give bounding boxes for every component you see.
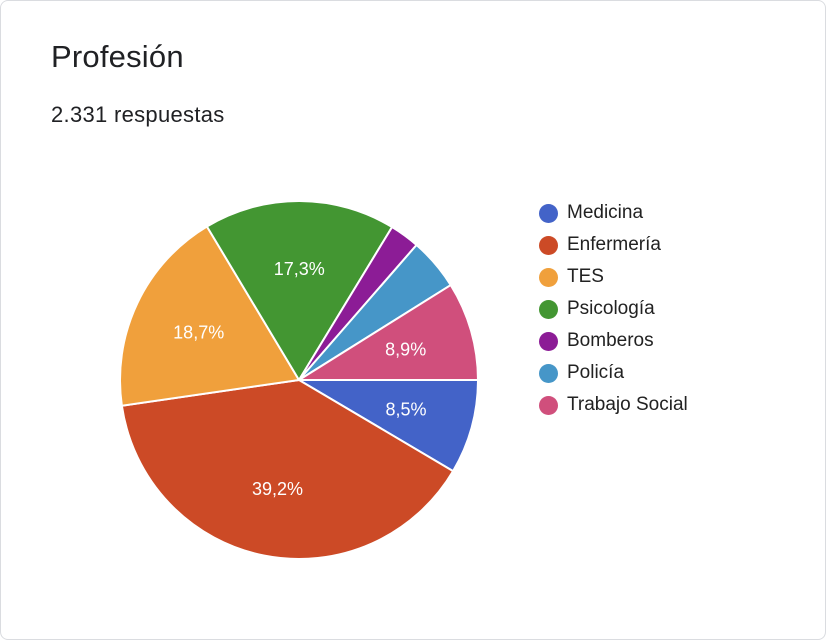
pie-slice-label: 18,7% — [173, 322, 224, 342]
legend-item[interactable]: Trabajo Social — [539, 389, 688, 421]
legend-swatch-icon — [539, 235, 558, 255]
pie-slice-tes[interactable] — [119, 225, 300, 407]
legend-label: TES — [567, 266, 604, 287]
pie-slice-medicina[interactable] — [298, 379, 479, 473]
pie-slice-label: 8,9% — [385, 339, 426, 359]
legend-swatch-icon — [539, 395, 558, 415]
legend-swatch-icon — [539, 267, 558, 287]
question-title: Profesión — [51, 39, 184, 74]
legend-item[interactable]: TES — [539, 261, 688, 293]
pie-chart: 8,5% 39,2% 18,7% 17,3% 8,9% — [119, 199, 479, 560]
pie-slice-label: 17,3% — [274, 259, 325, 279]
legend-item[interactable]: Enfermería — [539, 229, 688, 261]
legend-label: Medicina — [567, 202, 644, 223]
legend-label: Enfermería — [567, 234, 661, 255]
legend-label: Bomberos — [567, 330, 654, 351]
legend-label: Trabajo Social — [567, 394, 688, 415]
pie-slice-label: 39,2% — [252, 479, 303, 499]
pie-slice-enfermería[interactable] — [120, 379, 455, 560]
legend-item[interactable]: Bomberos — [539, 325, 688, 357]
pie-slice-psicología[interactable] — [205, 199, 394, 381]
legend-swatch-icon — [539, 203, 558, 223]
response-count: 2.331 respuestas — [51, 102, 225, 127]
legend-item[interactable]: Psicología — [539, 293, 688, 325]
legend-swatch-icon — [539, 299, 558, 319]
pie-slice-trabajo-social[interactable] — [298, 284, 479, 381]
legend-swatch-icon — [539, 363, 558, 383]
chart-legend: Medicina Enfermería TES Psicología Bomberos P… — [539, 197, 688, 421]
legend-item[interactable]: Policía — [539, 357, 688, 389]
legend-item[interactable]: Medicina — [539, 197, 688, 229]
legend-swatch-icon — [539, 331, 558, 351]
pie-slice-label: 8,5% — [385, 399, 426, 419]
legend-label: Policía — [567, 362, 625, 383]
legend-label: Psicología — [567, 298, 655, 319]
